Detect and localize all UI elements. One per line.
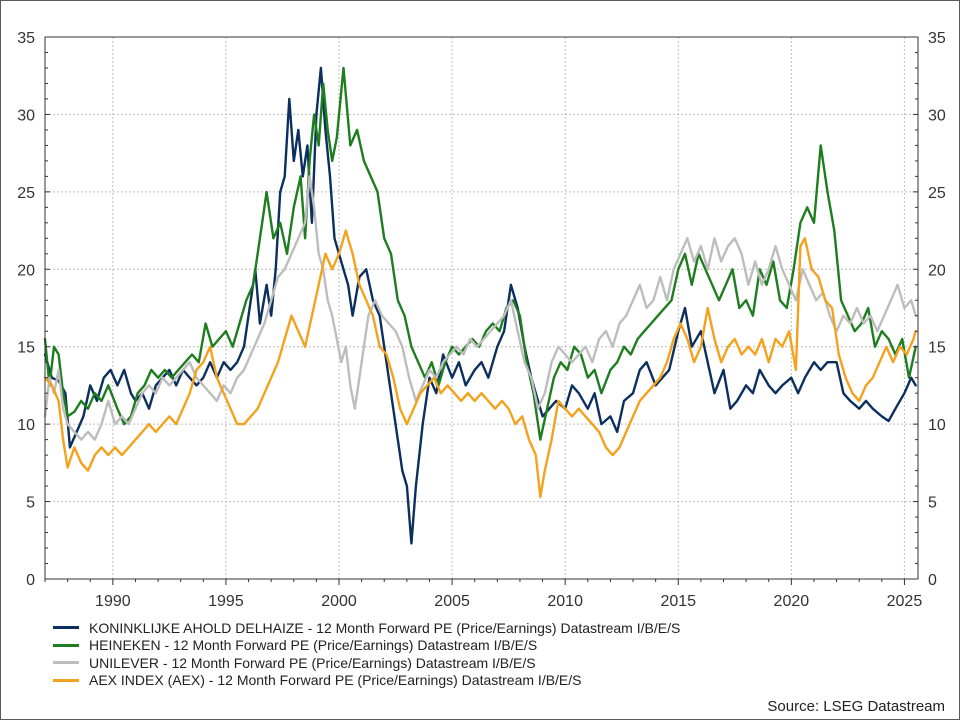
series-line-2 (43, 175, 917, 441)
legend-label: UNILEVER - 12 Month Forward PE (Price/Ea… (89, 654, 536, 671)
x-tick-label: 2020 (774, 593, 810, 610)
axes (44, 36, 919, 585)
x-tick-label: 1995 (208, 593, 244, 610)
legend-swatch (53, 678, 79, 682)
y-tick-label-right: 10 (928, 417, 946, 434)
y-tick-label-right: 35 (928, 30, 946, 47)
y-tick-label-right: 25 (928, 185, 946, 202)
legend-item: HEINEKEN - 12 Month Forward PE (Price/Ea… (53, 637, 680, 655)
x-tick-label: 1990 (95, 593, 131, 610)
y-tick-label-left: 5 (26, 495, 35, 512)
legend-swatch (53, 626, 79, 630)
legend-label: HEINEKEN - 12 Month Forward PE (Price/Ea… (89, 637, 538, 654)
y-tick-label-right: 20 (928, 262, 946, 279)
y-tick-label-right: 30 (928, 107, 946, 124)
legend: KONINKLIJKE AHOLD DELHAIZE - 12 Month Fo… (53, 619, 680, 689)
y-tick-label-left: 15 (17, 340, 35, 357)
x-tick-label: 2005 (434, 593, 470, 610)
x-tick-label: 2015 (660, 593, 696, 610)
y-tick-label-left: 0 (26, 572, 35, 589)
legend-swatch (53, 643, 79, 647)
y-tick-label-left: 10 (17, 417, 35, 434)
plot-border (44, 36, 919, 580)
grid-lines (45, 37, 918, 579)
legend-label: AEX INDEX (AEX) - 12 Month Forward PE (P… (89, 672, 582, 689)
legend-item: KONINKLIJKE AHOLD DELHAIZE - 12 Month Fo… (53, 619, 680, 637)
y-tick-label-right: 5 (928, 495, 937, 512)
y-tick-label-left: 30 (17, 107, 35, 124)
x-tick-label: 2025 (887, 593, 923, 610)
y-tick-label-right: 15 (928, 340, 946, 357)
legend-item: AEX INDEX (AEX) - 12 Month Forward PE (P… (53, 672, 680, 690)
y-tick-label-left: 20 (17, 262, 35, 279)
series-lines (43, 66, 917, 545)
series-line-0 (43, 66, 917, 545)
y-tick-label-left: 35 (17, 30, 35, 47)
x-tick-label: 2010 (547, 593, 583, 610)
source-note: Source: LSEG Datastream (767, 698, 945, 715)
legend-item: UNILEVER - 12 Month Forward PE (Price/Ea… (53, 654, 680, 672)
legend-swatch (53, 661, 79, 665)
x-tick-label: 2000 (321, 593, 357, 610)
y-tick-label-left: 25 (17, 185, 35, 202)
legend-label: KONINKLIJKE AHOLD DELHAIZE - 12 Month Fo… (89, 619, 681, 636)
series-line-3 (43, 229, 917, 499)
y-tick-label-right: 0 (928, 572, 937, 589)
